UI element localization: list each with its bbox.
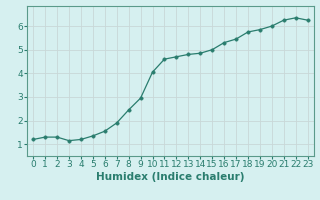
X-axis label: Humidex (Indice chaleur): Humidex (Indice chaleur)	[96, 172, 245, 182]
